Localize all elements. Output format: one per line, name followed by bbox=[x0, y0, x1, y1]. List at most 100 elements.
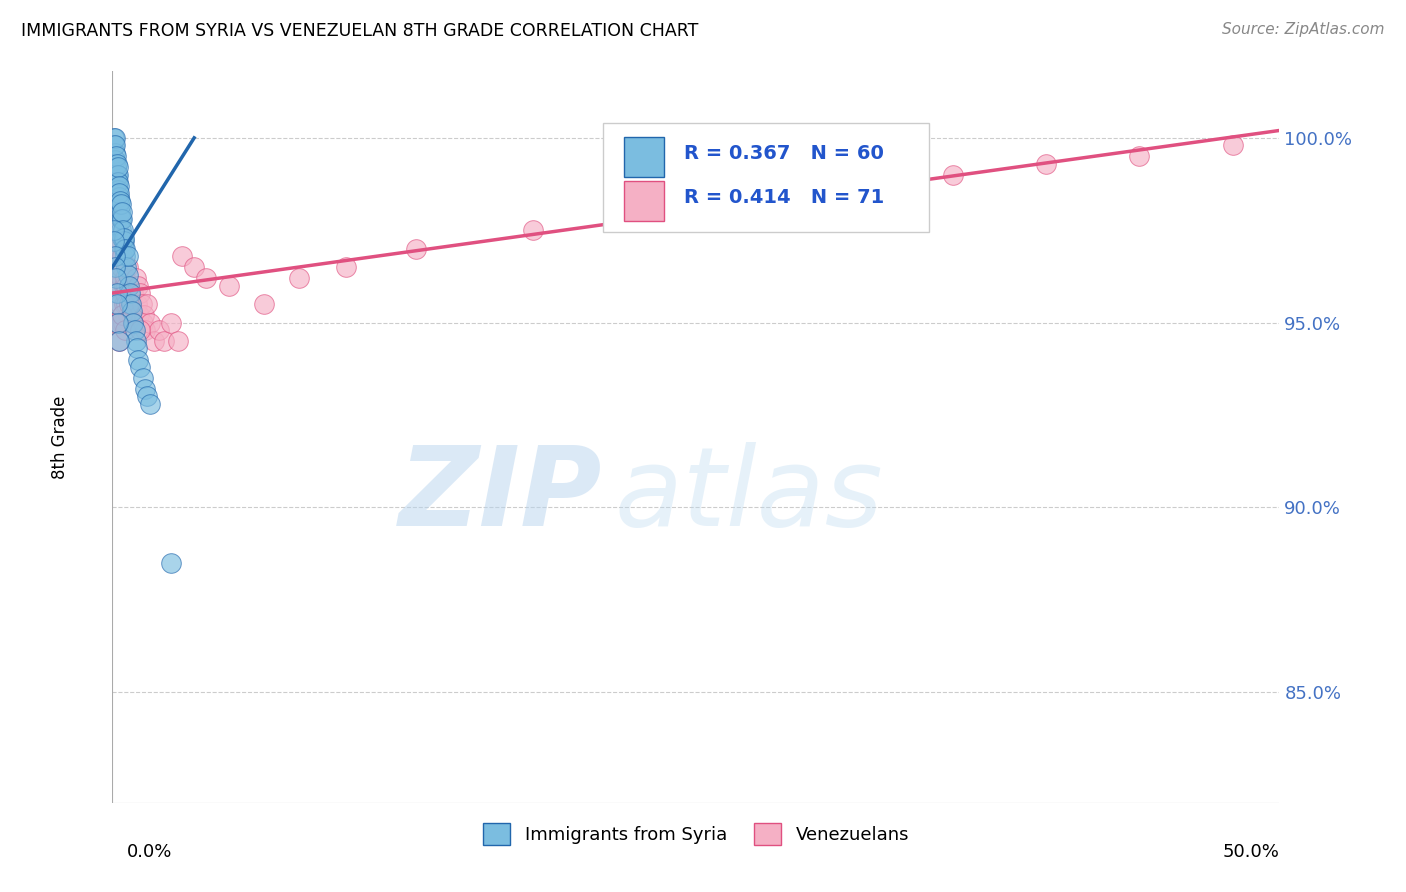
Point bbox=[335, 260, 357, 274]
Point bbox=[103, 223, 125, 237]
Point bbox=[125, 334, 148, 348]
Point bbox=[112, 278, 135, 293]
Point bbox=[111, 230, 134, 244]
Point bbox=[111, 223, 134, 237]
Point bbox=[107, 285, 129, 300]
Point bbox=[801, 186, 824, 201]
Point bbox=[108, 194, 131, 208]
Point bbox=[122, 316, 145, 330]
Point bbox=[127, 352, 149, 367]
Point bbox=[110, 260, 132, 274]
Point bbox=[107, 161, 129, 175]
Point bbox=[132, 316, 155, 330]
Point bbox=[125, 342, 148, 356]
Point bbox=[405, 242, 427, 256]
Point bbox=[118, 278, 141, 293]
Point bbox=[111, 204, 134, 219]
Point bbox=[110, 271, 132, 285]
Point bbox=[160, 556, 183, 570]
Point bbox=[160, 316, 183, 330]
Point bbox=[107, 175, 129, 189]
Point bbox=[105, 297, 128, 311]
Point bbox=[115, 278, 138, 293]
Text: Source: ZipAtlas.com: Source: ZipAtlas.com bbox=[1222, 22, 1385, 37]
Point bbox=[1222, 138, 1244, 153]
Point bbox=[121, 308, 143, 322]
Text: IMMIGRANTS FROM SYRIA VS VENEZUELAN 8TH GRADE CORRELATION CHART: IMMIGRANTS FROM SYRIA VS VENEZUELAN 8TH … bbox=[21, 22, 699, 40]
Point bbox=[1035, 157, 1057, 171]
Point bbox=[114, 285, 136, 300]
Point bbox=[117, 249, 139, 263]
Point bbox=[148, 323, 170, 337]
Point bbox=[107, 223, 129, 237]
Point bbox=[288, 271, 311, 285]
Point bbox=[105, 168, 128, 182]
Point bbox=[121, 304, 143, 318]
Bar bbox=[624, 137, 665, 178]
Point bbox=[118, 278, 141, 293]
Point bbox=[118, 297, 141, 311]
Point bbox=[118, 285, 141, 300]
Point bbox=[120, 297, 142, 311]
Point bbox=[108, 278, 131, 293]
Point bbox=[105, 285, 128, 300]
Point bbox=[134, 323, 156, 337]
Text: R = 0.367   N = 60: R = 0.367 N = 60 bbox=[685, 144, 884, 162]
Point bbox=[117, 308, 139, 322]
Point bbox=[104, 278, 127, 293]
Point bbox=[117, 260, 139, 274]
Bar bbox=[624, 181, 665, 221]
Point bbox=[111, 212, 134, 227]
Point bbox=[104, 260, 127, 274]
Point bbox=[125, 271, 148, 285]
Point bbox=[1128, 149, 1150, 163]
Point bbox=[112, 235, 135, 249]
Point bbox=[143, 334, 166, 348]
Text: 8th Grade: 8th Grade bbox=[51, 395, 69, 479]
Point bbox=[104, 149, 127, 163]
Point bbox=[172, 249, 194, 263]
Point bbox=[139, 397, 162, 411]
Point bbox=[105, 316, 128, 330]
Point bbox=[139, 316, 162, 330]
Point bbox=[107, 316, 129, 330]
Point bbox=[117, 268, 139, 282]
Point bbox=[104, 249, 127, 263]
Point bbox=[112, 297, 135, 311]
Point bbox=[110, 223, 132, 237]
Point bbox=[194, 271, 217, 285]
Point bbox=[105, 271, 128, 285]
Point bbox=[108, 186, 131, 201]
Point bbox=[132, 308, 155, 322]
Point bbox=[108, 297, 131, 311]
Text: ZIP: ZIP bbox=[399, 442, 603, 549]
Point bbox=[110, 197, 132, 211]
Point bbox=[122, 316, 145, 330]
Point bbox=[112, 242, 135, 256]
Point bbox=[112, 230, 135, 244]
Text: atlas: atlas bbox=[614, 442, 883, 549]
Point bbox=[136, 297, 159, 311]
Point bbox=[942, 168, 965, 182]
Point bbox=[110, 316, 132, 330]
Point bbox=[129, 285, 152, 300]
Point bbox=[107, 168, 129, 182]
Point bbox=[104, 138, 127, 153]
Point bbox=[118, 297, 141, 311]
Point bbox=[104, 271, 127, 285]
Point bbox=[103, 131, 125, 145]
Point bbox=[115, 297, 138, 311]
Point bbox=[114, 271, 136, 285]
Point bbox=[105, 175, 128, 189]
Point bbox=[129, 359, 152, 374]
Point bbox=[104, 131, 127, 145]
Point bbox=[103, 242, 125, 256]
Point bbox=[105, 157, 128, 171]
Point bbox=[104, 145, 127, 160]
Point bbox=[108, 334, 131, 348]
Point bbox=[218, 278, 240, 293]
Point bbox=[108, 190, 131, 204]
Point bbox=[111, 308, 134, 322]
Point bbox=[166, 334, 188, 348]
Point bbox=[111, 316, 134, 330]
